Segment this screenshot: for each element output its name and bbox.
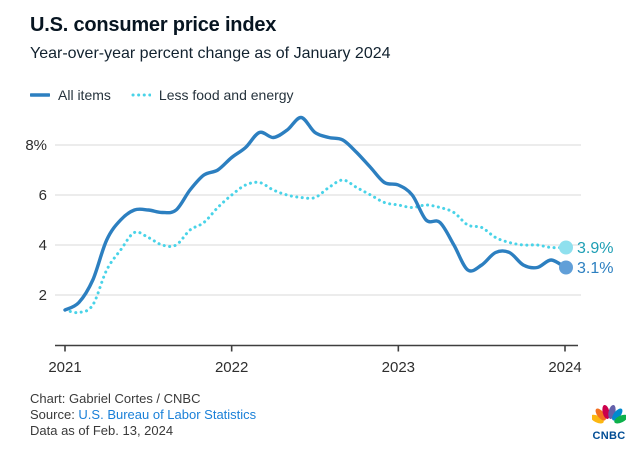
cnbc-logo-text: CNBC [592,430,626,442]
cnbc-logo: CNBC [587,404,631,442]
y-axis-tick-label: 4 [39,237,47,254]
legend-label-all-items: All items [58,87,111,103]
source-label: Source: [30,407,79,422]
end-value-label: 3.9% [577,240,613,257]
page-title: U.S. consumer price index [30,14,277,36]
end-dot-all-items [559,260,573,275]
chart-source-line: Source: U.S. Bureau of Labor Statistics [30,407,256,423]
x-axis-tick-label: 2023 [382,359,415,376]
source-link[interactable]: U.S. Bureau of Labor Statistics [78,407,257,422]
peacock-icon [590,404,628,424]
x-axis-tick-label: 2024 [548,359,581,376]
legend-item-less-food-energy: Less food and energy [131,87,294,103]
chart-subtitle: Year-over-year percent change as of Janu… [30,45,391,62]
x-axis-tick-label: 2022 [215,359,248,376]
y-axis-tick-label: 8% [25,137,47,154]
chart-legend: All items Less food and energy [30,87,294,103]
series-line-all-items [63,115,567,312]
chart-credit: Chart: Gabriel Cortes / CNBC [30,391,201,406]
y-axis-tick-label: 2 [39,287,47,304]
legend-label-less-food-energy: Less food and energy [158,87,294,103]
y-axis-tick-label: 6 [39,187,47,204]
end-dot-less-food-and-energy [559,240,573,255]
peacock-feather [602,404,610,420]
data-as-of: Data as of Feb. 13, 2024 [30,423,174,438]
peacock-feather [590,414,604,424]
peacock-feather [614,414,628,424]
series-line-less-food-and-energy [63,178,567,315]
end-value-label: 3.1% [577,260,613,277]
solid-line-swatch-icon [30,93,50,97]
chart-footer: Chart: Gabriel Cortes / CNBC Source: U.S… [30,391,256,439]
x-axis-tick-label: 2021 [48,359,81,376]
peacock-feather [595,408,606,421]
legend-item-all-items: All items [30,87,111,103]
peacock-feather [612,408,623,421]
